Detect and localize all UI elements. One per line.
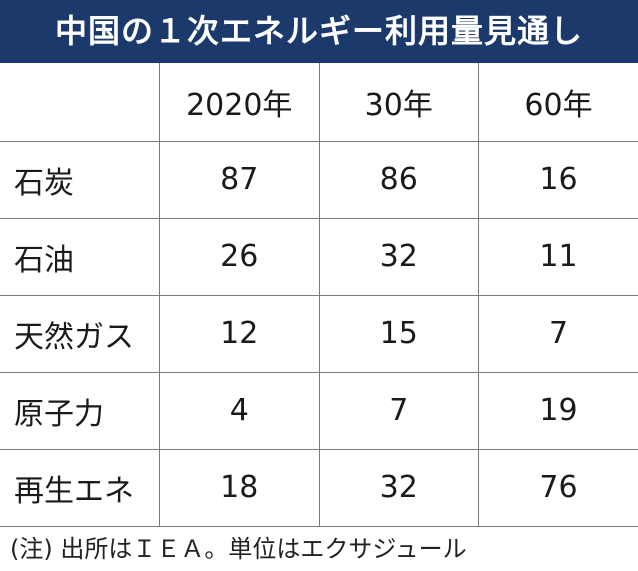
cell-natural-gas-2060: 7 [478, 294, 638, 373]
header-cell-2060: 60年 [478, 63, 638, 142]
header-cell-empty [0, 63, 160, 142]
row-label-natural-gas: 天然ガス [0, 294, 160, 373]
table-header-row: 2020年 30年 60年 [0, 63, 638, 142]
source-note: (注) 出所はＩＥＡ。単位はエクサジュール [10, 535, 467, 563]
cell-renewables-2060: 76 [478, 448, 638, 527]
table-row-nuclear: 原子力 4 7 19 [0, 371, 638, 450]
chart-title: 中国の１次エネルギー利用量見通し [0, 0, 638, 63]
table-row-coal: 石炭 87 86 16 [0, 140, 638, 219]
cell-oil-2060: 11 [478, 217, 638, 296]
row-label-oil: 石油 [0, 217, 160, 296]
row-label-renewables: 再生エネ [0, 448, 160, 527]
cell-nuclear-2020: 4 [159, 371, 320, 450]
row-label-nuclear: 原子力 [0, 371, 160, 450]
cell-renewables-2030: 32 [318, 448, 479, 527]
cell-coal-2030: 86 [318, 140, 479, 219]
cell-natural-gas-2030: 15 [318, 294, 479, 373]
row-label-coal: 石炭 [0, 140, 160, 219]
cell-nuclear-2060: 19 [478, 371, 638, 450]
table-row-renewables: 再生エネ 18 32 76 [0, 448, 638, 527]
cell-renewables-2020: 18 [159, 448, 320, 527]
data-table: 2020年 30年 60年 石炭 87 86 16 石油 26 32 11 天然… [0, 63, 638, 527]
table-row-natural-gas: 天然ガス 12 15 7 [0, 294, 638, 373]
cell-oil-2030: 32 [318, 217, 479, 296]
cell-oil-2020: 26 [159, 217, 320, 296]
header-cell-2030: 30年 [318, 63, 479, 142]
table-row-oil: 石油 26 32 11 [0, 217, 638, 296]
cell-natural-gas-2020: 12 [159, 294, 320, 373]
cell-coal-2020: 87 [159, 140, 320, 219]
header-cell-2020: 2020年 [159, 63, 320, 142]
cell-coal-2060: 16 [478, 140, 638, 219]
cell-nuclear-2030: 7 [318, 371, 479, 450]
